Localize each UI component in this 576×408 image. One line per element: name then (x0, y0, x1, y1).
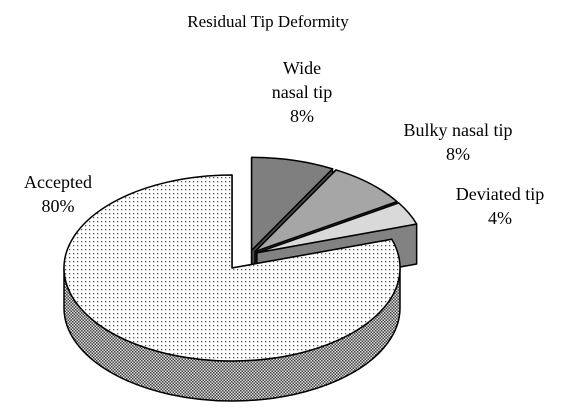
value-label: 80% (41, 196, 75, 216)
slice-label: Wide nasal tip 8% (265, 56, 340, 128)
value-label: 4% (488, 208, 512, 228)
chart-title: Residual Tip Deformity (187, 12, 349, 31)
slice (256, 202, 418, 254)
category-label: Wide nasal tip (271, 58, 333, 102)
category-label: Accepted (24, 172, 92, 192)
slice (250, 156, 334, 252)
value-label: 8% (446, 144, 470, 164)
category-label: Bulky nasal tip (403, 120, 513, 140)
value-label: 8% (290, 106, 314, 126)
category-label: Deviated tip (455, 184, 545, 204)
slice (254, 169, 398, 253)
slice-label: Deviated tip 4% (420, 182, 576, 230)
slice-label: Accepted 80% (3, 170, 113, 218)
slice (63, 174, 401, 362)
slice-label: Bulky nasal tip 8% (378, 118, 538, 166)
